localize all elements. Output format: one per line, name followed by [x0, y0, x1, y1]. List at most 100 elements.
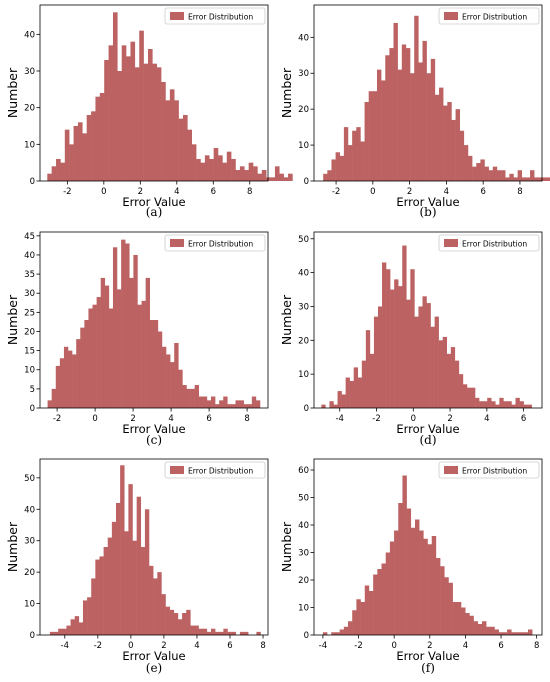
- histogram-bar: [410, 527, 416, 635]
- histogram-bar: [477, 624, 483, 635]
- histogram-bar: [519, 401, 524, 408]
- histogram-bar: [161, 346, 167, 408]
- legend-swatch: [444, 239, 458, 247]
- histogram-bar: [161, 594, 166, 635]
- histogram-bar: [321, 404, 326, 408]
- panel-caption: (e): [146, 661, 162, 675]
- histogram-bar: [190, 388, 195, 408]
- histogram-bar: [373, 316, 379, 408]
- histogram-bar: [372, 91, 378, 181]
- histogram-bar: [132, 540, 137, 635]
- histogram-bar: [86, 115, 92, 181]
- histogram-bar: [329, 401, 334, 408]
- histogram-bar: [231, 159, 236, 181]
- legend-box: [438, 7, 540, 25]
- histogram-bar: [204, 155, 210, 181]
- legend-swatch: [444, 12, 458, 20]
- histogram-bar: [365, 330, 371, 408]
- legend-label: Error Distribution: [462, 239, 527, 248]
- histogram-bar: [62, 628, 67, 635]
- histogram-bar: [499, 397, 504, 408]
- histogram-bar: [186, 388, 191, 408]
- histogram-bar: [206, 400, 212, 408]
- histogram-bar: [356, 127, 361, 181]
- histogram-bar: [121, 239, 126, 408]
- histogram-bar: [56, 159, 61, 181]
- histogram-bar: [121, 45, 127, 181]
- histogram-bar: [211, 396, 216, 408]
- x-tick-label: 6: [206, 414, 211, 424]
- histogram-bar: [538, 177, 543, 181]
- legend-swatch: [170, 12, 184, 20]
- y-tick-label: 30: [298, 549, 309, 559]
- histogram-bar: [256, 631, 261, 635]
- y-tick-label: 0: [304, 631, 309, 641]
- histogram-bar: [196, 159, 201, 181]
- histogram-bar: [63, 346, 69, 408]
- y-tick-label: 20: [298, 336, 309, 346]
- histogram-bars: [47, 239, 261, 408]
- legend: Error Distribution: [438, 234, 540, 252]
- histogram-bar: [47, 173, 52, 181]
- y-tick-label: 40: [298, 521, 309, 531]
- histogram-bar: [364, 585, 370, 635]
- histogram-bar: [434, 316, 439, 408]
- histogram-bar: [215, 631, 220, 635]
- histogram-bar: [444, 577, 449, 635]
- histogram-bar: [415, 519, 420, 635]
- histogram-bar: [389, 541, 395, 635]
- histogram-bar: [430, 326, 435, 408]
- histogram-bar: [88, 308, 93, 408]
- histogram-bar: [439, 87, 444, 181]
- histogram-bar: [108, 308, 114, 408]
- histogram-bar: [360, 602, 366, 635]
- histogram-bar: [471, 387, 476, 408]
- histogram-bar: [223, 628, 228, 635]
- histogram-bar: [244, 631, 249, 635]
- histogram-bar: [156, 67, 162, 181]
- histogram-bar: [431, 536, 437, 635]
- legend-box: [164, 7, 266, 25]
- histogram-bar: [414, 316, 419, 408]
- y-tick-label: 0: [304, 404, 309, 414]
- y-axis-label: Number: [5, 294, 20, 345]
- histogram-bar: [446, 353, 452, 408]
- histogram-bar: [223, 396, 228, 408]
- x-tick-label: 6: [480, 187, 485, 197]
- histogram-bar: [215, 404, 220, 408]
- histogram-bar: [461, 607, 466, 635]
- histogram-bar: [410, 269, 415, 408]
- histogram-bar: [126, 56, 131, 181]
- y-tick-label: 40: [298, 33, 309, 43]
- histogram-bar: [442, 336, 448, 408]
- histogram-bar: [55, 365, 61, 408]
- histogram-bar: [170, 362, 175, 408]
- histogram-bar: [469, 615, 474, 635]
- histogram-bar: [147, 49, 153, 181]
- histogram-bar: [177, 619, 183, 635]
- legend: Error Distribution: [438, 461, 540, 479]
- histogram-bar: [165, 100, 171, 181]
- histogram-bar: [357, 377, 363, 408]
- x-tick-label: 4: [463, 641, 468, 651]
- histogram-bar: [222, 162, 228, 181]
- histogram-bar: [266, 177, 271, 181]
- histogram-bar: [143, 63, 149, 181]
- histogram-bar: [99, 93, 105, 181]
- histogram-bar: [186, 609, 191, 635]
- histogram-bar: [182, 613, 187, 635]
- y-tick-label: 50: [24, 474, 35, 484]
- y-tick-label: 25: [24, 308, 35, 318]
- histogram-bar: [206, 631, 212, 635]
- histogram-bar: [369, 353, 375, 408]
- y-axis-label: Number: [279, 294, 294, 345]
- histogram-bar: [153, 578, 158, 635]
- histogram-bar: [84, 320, 89, 408]
- histogram-bar: [194, 385, 199, 408]
- histogram-bar: [483, 401, 488, 408]
- histogram-bar: [491, 401, 496, 408]
- histogram-bar: [191, 144, 197, 181]
- histogram-bar: [515, 632, 520, 635]
- y-tick-label: 40: [24, 251, 35, 261]
- legend-box: [164, 461, 266, 479]
